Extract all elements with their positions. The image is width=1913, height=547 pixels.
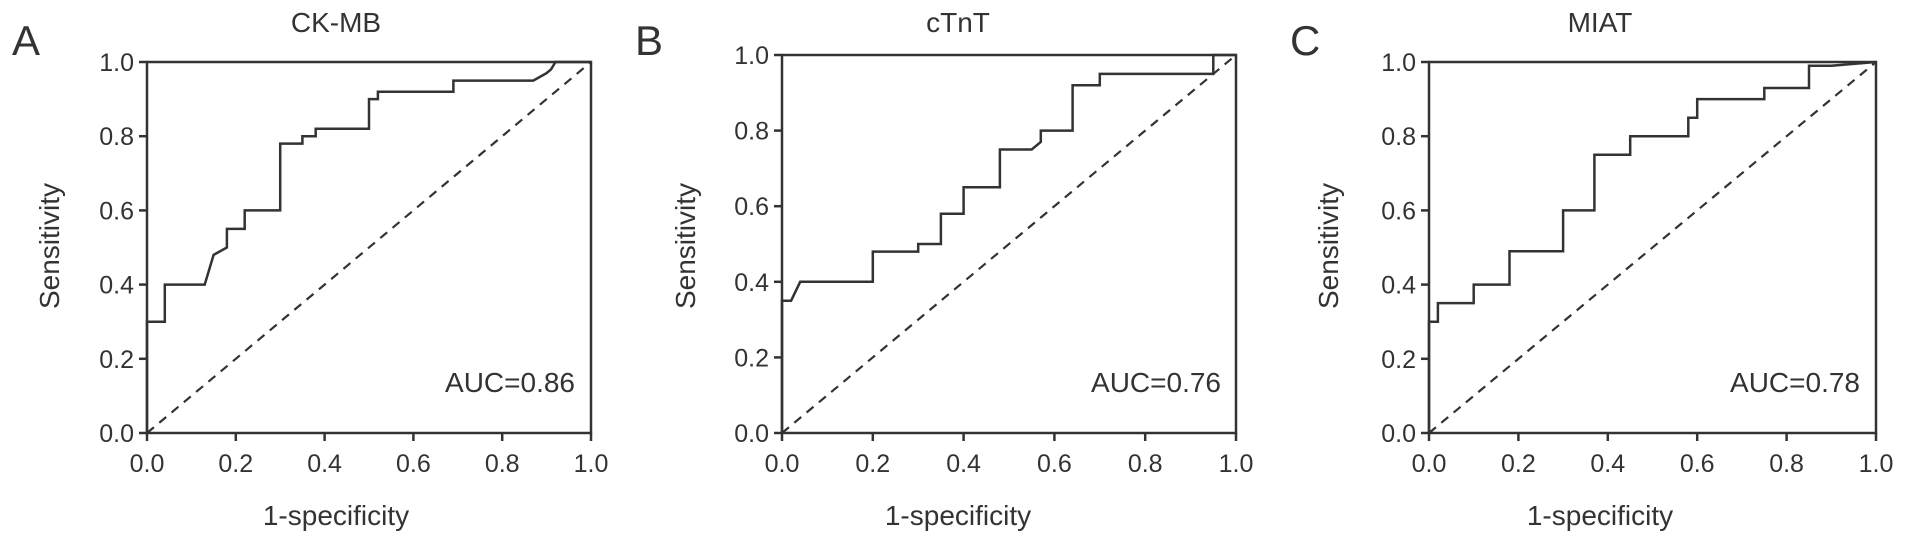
x-tick-label: 0.8 — [1769, 450, 1804, 478]
x-tick-label: 0.4 — [946, 450, 981, 478]
y-axis-label: Sensitivity — [34, 183, 65, 309]
panel-c-miat: C MIAT AUC=0.78 1-specificity Sensitivit… — [1290, 7, 1893, 531]
y-tick-label: 0.0 — [734, 420, 769, 448]
x-tick-label: 0.4 — [307, 450, 342, 478]
chart-title: cTnT — [926, 7, 990, 38]
y-tick-label: 0.2 — [1381, 346, 1416, 374]
y-axis-label: Sensitivity — [670, 183, 701, 309]
chart-title: CK-MB — [291, 7, 381, 38]
x-tick-label: 0.2 — [1501, 450, 1536, 478]
x-tick-label: 0.0 — [765, 450, 800, 478]
x-axis-label: 1-specificity — [1527, 500, 1673, 531]
x-tick-label: 0.0 — [1412, 450, 1447, 478]
x-axis-label: 1-specificity — [263, 500, 409, 531]
x-tick-label: 0.2 — [218, 450, 253, 478]
chart-title: MIAT — [1568, 7, 1633, 38]
panel-letter: B — [635, 17, 663, 64]
y-tick-label: 0.6 — [734, 193, 769, 221]
y-tick-label: 0.6 — [99, 197, 134, 225]
x-tick-label: 1.0 — [1219, 450, 1254, 478]
x-tick-label: 0.6 — [396, 450, 431, 478]
roc-curve — [145, 60, 591, 433]
roc-curve — [1427, 60, 1877, 433]
y-tick-label: 1.0 — [1381, 49, 1416, 77]
roc-curve — [780, 53, 1236, 433]
y-tick-label: 1.0 — [99, 49, 134, 77]
auc-annotation: AUC=0.78 — [1730, 367, 1860, 398]
plot-frame — [1427, 60, 1878, 435]
x-tick-label: 1.0 — [1859, 450, 1894, 478]
auc-annotation: AUC=0.76 — [1091, 367, 1221, 398]
x-tick-label: 0.4 — [1590, 450, 1625, 478]
x-tick-label: 0.2 — [855, 450, 890, 478]
y-tick-label: 0.8 — [1381, 123, 1416, 151]
panel-a-ck-mb: A CK-MB AUC=0.86 1-specificity Sensitivi… — [12, 7, 608, 531]
reference-diagonal — [146, 61, 592, 434]
x-tick-label: 0.6 — [1680, 450, 1715, 478]
auc-annotation: AUC=0.86 — [445, 367, 575, 398]
y-tick-label: 0.0 — [1381, 420, 1416, 448]
y-tick-label: 0.2 — [734, 344, 769, 372]
x-tick-label: 0.8 — [1128, 450, 1163, 478]
x-tick-label: 1.0 — [574, 450, 609, 478]
y-tick-label: 0.4 — [1381, 272, 1416, 300]
reference-diagonal — [1428, 61, 1877, 434]
y-axis-label: Sensitivity — [1313, 183, 1344, 309]
y-tick-label: 0.0 — [99, 420, 134, 448]
y-tick-label: 0.4 — [734, 269, 769, 297]
plot-frame — [780, 53, 1238, 435]
y-tick-label: 0.8 — [734, 118, 769, 146]
x-axis-label: 1-specificity — [885, 500, 1031, 531]
x-tick-label: 0.0 — [130, 450, 165, 478]
y-tick-label: 0.6 — [1381, 197, 1416, 225]
panel-b-ctnt: B cTnT AUC=0.76 1-specificity Sensitivit… — [635, 7, 1253, 531]
x-tick-label: 0.8 — [485, 450, 520, 478]
y-tick-label: 0.4 — [99, 272, 134, 300]
reference-diagonal — [781, 54, 1237, 434]
y-tick-label: 1.0 — [734, 42, 769, 70]
x-tick-label: 0.6 — [1037, 450, 1072, 478]
panel-letter: C — [1290, 17, 1320, 64]
y-tick-label: 0.2 — [99, 346, 134, 374]
plot-frame — [145, 60, 593, 435]
panel-letter: A — [12, 17, 40, 64]
y-tick-label: 0.8 — [99, 123, 134, 151]
